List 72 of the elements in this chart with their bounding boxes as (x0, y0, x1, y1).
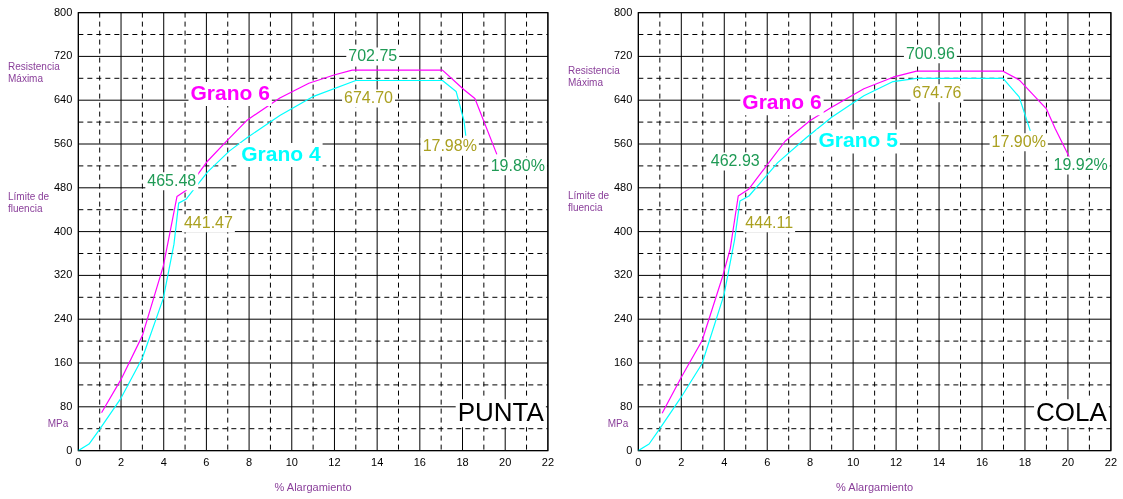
y-tick-label: 400 (53, 224, 73, 237)
y-tick-label: 800 (613, 5, 633, 18)
y-tick-label: 160 (613, 356, 633, 369)
x-axis-title: % Alargamiento (836, 481, 914, 494)
annotation: 674.76 (912, 83, 962, 101)
x-tick-label: 10 (285, 456, 298, 469)
text: Resistencia Máxima (568, 65, 621, 89)
annotation: 441.47 (183, 213, 233, 231)
annotation: 17.90% (991, 132, 1046, 150)
text: COLA (1036, 396, 1108, 427)
y-tick-label: 720 (613, 49, 633, 62)
x-tick-label: 6 (203, 456, 210, 469)
y-tick-label: 0 (626, 443, 633, 456)
x-tick-label: 20 (499, 456, 512, 469)
text: Límite de fluencia (568, 190, 610, 214)
text: Límite de fluencia (8, 190, 50, 214)
x-tick-label: 4 (721, 456, 728, 469)
x-tick-label: 18 (1018, 456, 1032, 469)
x-tick-label: 12 (889, 456, 903, 469)
y-tick-label: 640 (613, 93, 633, 106)
y-tick-label: 240 (53, 312, 73, 325)
series-label: Grano 6 (190, 80, 270, 104)
x-tick-label: 12 (328, 456, 341, 469)
y-axis-title: MPa (607, 418, 629, 430)
x-tick-label: 18 (456, 456, 469, 469)
y-tick-label: 240 (613, 312, 633, 325)
y-tick-label: 80 (620, 399, 633, 412)
y-tick-label: 560 (53, 137, 73, 150)
y-tick-label: 480 (53, 180, 73, 193)
y-tick-label: 560 (613, 137, 633, 150)
y-tick-label: 160 (53, 356, 73, 369)
x-tick-label: 8 (246, 456, 253, 469)
annotation: 700.96 (905, 44, 955, 62)
y-tick-label: 800 (53, 5, 73, 18)
y-tick-label: 720 (53, 49, 73, 62)
x-tick-label: 10 (847, 456, 860, 469)
annotation: 19.80% (490, 156, 545, 174)
y-tick-label: 0 (66, 443, 73, 456)
x-tick-label: 14 (932, 456, 946, 469)
x-axis-title: % Alargamiento (274, 481, 352, 494)
x-tick-label: 16 (975, 456, 989, 469)
annotation: 462.93 (710, 151, 760, 169)
y-axis-title: MPa (47, 418, 69, 430)
annotation: 702.75 (348, 46, 398, 64)
annotation: 674.70 (344, 88, 394, 106)
x-tick-label: 16 (413, 456, 426, 469)
x-tick-label: 4 (160, 456, 167, 469)
x-tick-label: 22 (541, 456, 555, 469)
y-tick-label: 640 (53, 93, 73, 106)
text: Resistencia Máxima (8, 61, 61, 85)
series-label: Grano 4 (241, 141, 321, 165)
annotation: 444.11 (745, 213, 794, 231)
x-tick-label: 20 (1061, 456, 1075, 469)
y-tick-label: 320 (53, 268, 73, 281)
y-tick-label: 320 (613, 268, 633, 281)
x-tick-label: 8 (807, 456, 814, 469)
x-tick-label: 0 (75, 456, 82, 469)
annotation: 465.48 (147, 171, 197, 189)
series-label: Grano 6 (742, 90, 822, 114)
x-tick-label: 6 (764, 456, 771, 469)
annotation: 19.92% (1053, 155, 1108, 173)
y-tick-label: 80 (60, 399, 73, 412)
text: PUNTA (457, 396, 545, 427)
x-tick-label: 14 (371, 456, 384, 469)
annotation: 17.98% (422, 137, 477, 155)
x-tick-label: 22 (1104, 456, 1118, 469)
x-tick-label: 2 (678, 456, 685, 469)
series-label: Grano 5 (818, 128, 899, 152)
y-tick-label: 400 (613, 224, 633, 237)
x-tick-label: 0 (635, 456, 642, 469)
x-tick-label: 2 (117, 456, 125, 469)
y-tick-label: 480 (613, 180, 633, 193)
